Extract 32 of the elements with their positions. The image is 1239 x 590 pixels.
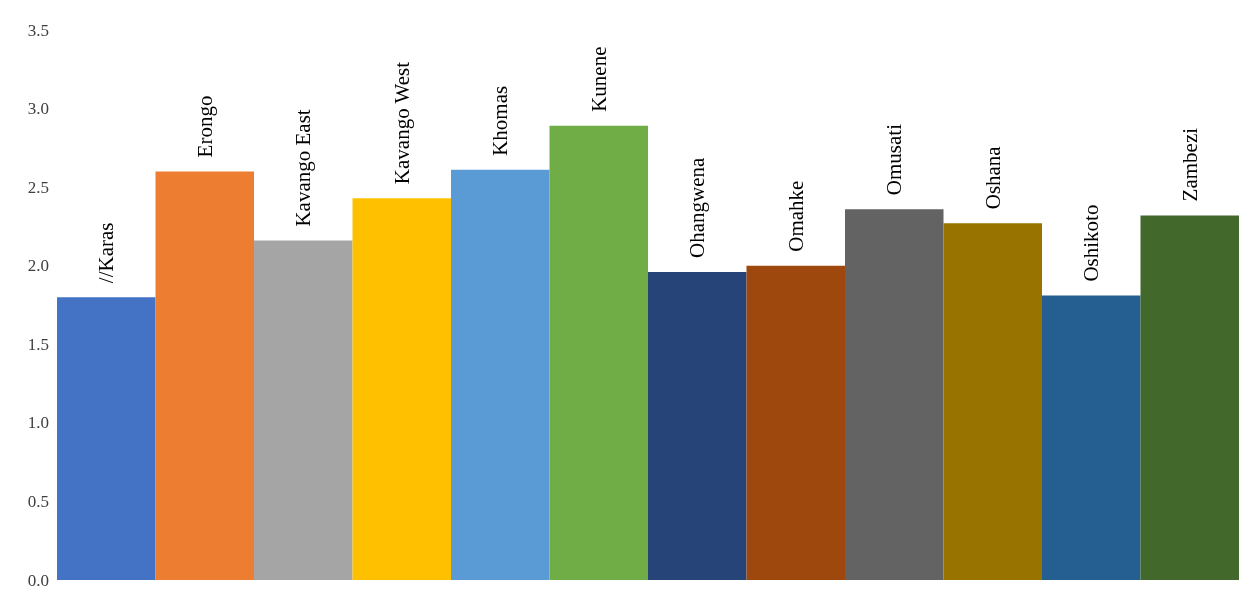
y-tick-label: 3.0	[27, 99, 49, 119]
bar	[1140, 215, 1239, 580]
bar	[549, 125, 648, 580]
x-tick-label: Ohangwena	[685, 157, 710, 258]
bar	[254, 240, 353, 580]
bar	[746, 265, 845, 580]
bar	[57, 297, 156, 580]
y-tick-label: 3.5	[27, 20, 49, 40]
x-tick-label: Kavango East	[291, 109, 316, 227]
x-tick-label: Erongo	[192, 95, 217, 158]
x-tick-label: //Karas	[94, 222, 119, 284]
x-tick-label: Omahke	[783, 180, 808, 252]
y-tick-label: 1.0	[27, 413, 49, 433]
bar	[1042, 295, 1141, 580]
x-tick-label: Khomas	[488, 85, 513, 156]
bar	[943, 223, 1042, 580]
y-tick-label: 2.5	[27, 177, 49, 197]
bar	[352, 198, 451, 580]
x-tick-label: Omusati	[882, 123, 907, 196]
y-tick-label: 0.5	[27, 491, 49, 511]
x-tick-label: Oshikoto	[1079, 204, 1104, 282]
y-tick-label: 0.0	[27, 570, 49, 590]
x-tick-label: Kunene	[586, 46, 611, 112]
x-tick-label: Zambezi	[1177, 127, 1202, 202]
bar	[845, 209, 944, 580]
y-tick-label: 1.5	[27, 334, 49, 354]
bar	[451, 169, 550, 580]
x-tick-label: Kavango West	[389, 61, 414, 185]
bar	[648, 272, 747, 580]
y-tick-label: 2.0	[27, 256, 49, 276]
bar	[155, 171, 254, 580]
x-tick-label: Oshana	[980, 145, 1005, 210]
